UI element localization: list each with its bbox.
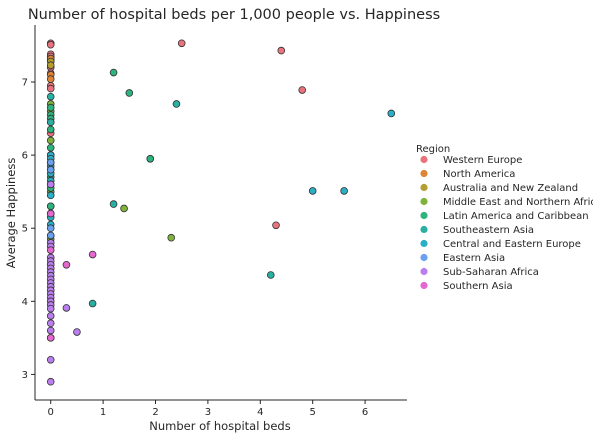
legend-entry-label: Southeastern Asia	[443, 225, 534, 236]
legend-entry-label: Central and Eastern Europe	[443, 239, 581, 250]
data-point	[120, 204, 128, 213]
data-point	[46, 158, 55, 167]
data-points	[46, 39, 396, 386]
data-point	[277, 46, 286, 55]
data-point	[46, 125, 55, 134]
data-point	[46, 61, 55, 70]
data-point	[125, 89, 134, 97]
data-point	[46, 202, 55, 211]
legend-marker	[420, 183, 428, 192]
legend-marker	[420, 211, 428, 220]
data-point	[88, 250, 97, 259]
legend-marker	[420, 239, 428, 248]
legend-marker	[420, 267, 428, 276]
data-point	[46, 92, 55, 101]
data-point	[46, 136, 55, 145]
x-tick-label: 0	[48, 407, 54, 418]
data-point	[62, 304, 71, 312]
legend-marker	[420, 253, 428, 262]
y-tick-label: 5	[22, 224, 28, 235]
data-point	[46, 40, 55, 49]
data-point	[46, 326, 55, 335]
data-point	[46, 246, 55, 254]
data-point	[46, 75, 55, 83]
data-point	[298, 86, 307, 94]
legend-entry-label: Latin America and Caribbean	[443, 211, 589, 222]
data-point	[88, 299, 97, 308]
legend-marker	[420, 225, 428, 234]
data-point	[46, 355, 55, 364]
data-point	[46, 377, 55, 386]
x-tick-label: 5	[310, 407, 316, 418]
data-point	[109, 68, 118, 77]
y-tick-label: 6	[22, 151, 28, 162]
chart-title: Number of hospital beds per 1,000 people…	[28, 7, 440, 23]
legend-entry-label: Middle East and Northern Africa	[443, 197, 593, 208]
data-point	[109, 200, 118, 208]
y-tick-label: 7	[22, 78, 28, 89]
legend-marker	[420, 197, 428, 206]
legend-entry-label: Western Europe	[443, 155, 522, 166]
data-point	[46, 319, 55, 328]
data-point	[172, 100, 181, 108]
y-tick-label: 3	[22, 370, 28, 381]
y-tick-label: 4	[22, 297, 28, 308]
data-point	[46, 312, 55, 320]
data-point	[46, 224, 55, 233]
data-point	[146, 154, 155, 163]
y-axis-label: Average Happiness	[4, 158, 18, 269]
data-point	[46, 304, 55, 313]
data-point	[73, 328, 81, 336]
data-point	[46, 231, 55, 240]
data-point	[308, 187, 317, 195]
data-point	[340, 187, 348, 195]
data-point	[177, 39, 186, 48]
data-point	[46, 209, 55, 218]
legend-entry-label: North America	[443, 169, 515, 180]
data-point	[62, 260, 71, 269]
data-point	[46, 103, 55, 112]
axes: 0 1 2 3 4 5 6 3 4 5 6 7	[22, 25, 407, 418]
x-tick-label: 6	[362, 407, 368, 418]
x-tick-label: 3	[205, 407, 211, 418]
data-point	[46, 180, 55, 189]
legend-entry-label: Southern Asia	[443, 281, 513, 292]
legend-entry-label: Eastern Asia	[443, 253, 505, 264]
data-point	[46, 144, 55, 152]
legend-title: Region	[416, 144, 450, 155]
legend: Region Western Europe North America Austra…	[416, 144, 593, 292]
x-tick-label: 1	[100, 407, 106, 418]
legend-marker	[420, 169, 428, 178]
data-point	[167, 233, 176, 242]
legend-marker	[420, 281, 428, 290]
data-point	[387, 109, 396, 118]
legend-entry-label: Sub-Saharan Africa	[443, 267, 539, 278]
data-point	[272, 221, 280, 230]
data-point	[46, 191, 55, 200]
data-point	[46, 165, 55, 174]
x-axis-label: Number of hospital beds	[149, 419, 290, 433]
data-point	[46, 334, 55, 342]
data-point	[46, 84, 55, 93]
x-tick-label: 4	[257, 407, 263, 418]
data-point	[266, 271, 275, 279]
x-tick-label: 2	[152, 407, 158, 418]
legend-entry-label: Australia and New Zealand	[443, 183, 578, 194]
legend-marker	[420, 155, 428, 164]
data-point	[46, 118, 55, 127]
